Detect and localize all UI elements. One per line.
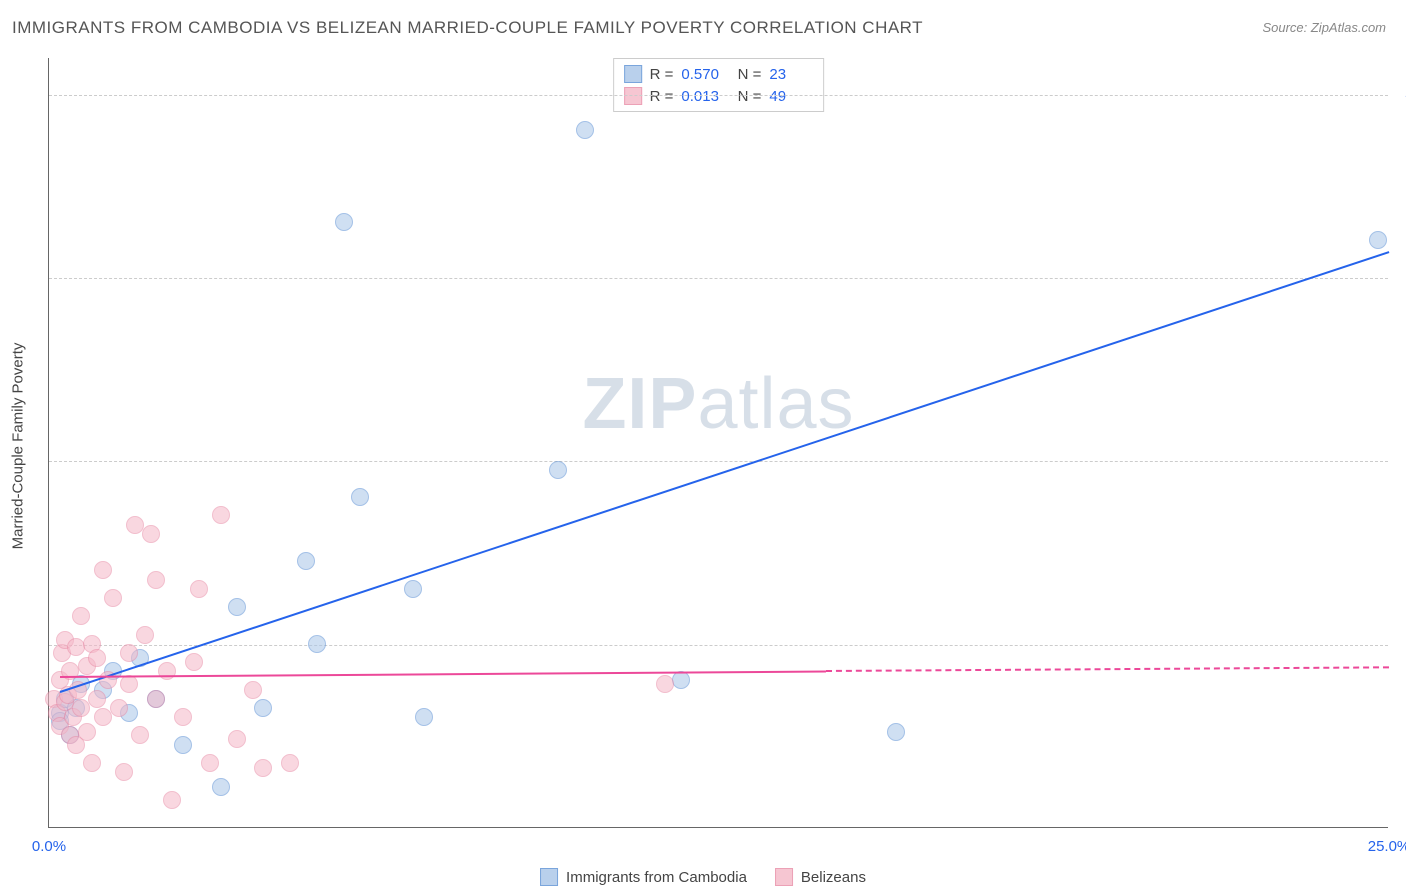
- data-point: [415, 708, 433, 726]
- stats-n-label: N =: [733, 66, 761, 83]
- stats-r-value: 0.570: [681, 66, 725, 83]
- data-point: [88, 649, 106, 667]
- data-point: [147, 571, 165, 589]
- data-point: [110, 699, 128, 717]
- data-point: [201, 754, 219, 772]
- stats-r-label: R =: [650, 88, 674, 105]
- bottom-legend: Immigrants from Cambodia Belizeans: [540, 868, 866, 886]
- y-tick-label: 20.0%: [1393, 453, 1406, 470]
- stats-row: R = 0.570 N = 23: [624, 63, 814, 85]
- data-point: [147, 690, 165, 708]
- legend-swatch: [624, 87, 642, 105]
- stats-n-value: 49: [769, 88, 813, 105]
- grid-line: [49, 278, 1388, 279]
- data-point: [228, 598, 246, 616]
- data-point: [281, 754, 299, 772]
- data-point: [163, 791, 181, 809]
- data-point: [212, 506, 230, 524]
- data-point: [254, 699, 272, 717]
- data-point: [158, 662, 176, 680]
- source-label: Source: ZipAtlas.com: [1262, 20, 1386, 35]
- y-tick-label: 40.0%: [1393, 86, 1406, 103]
- data-point: [244, 681, 262, 699]
- data-point: [94, 708, 112, 726]
- data-point: [190, 580, 208, 598]
- data-point: [185, 653, 203, 671]
- data-point: [656, 675, 674, 693]
- data-point: [72, 699, 90, 717]
- trend-line: [59, 251, 1389, 693]
- data-point: [88, 690, 106, 708]
- legend-swatch: [775, 868, 793, 886]
- y-tick-label: 10.0%: [1393, 636, 1406, 653]
- legend-label: Belizeans: [801, 869, 866, 886]
- data-point: [549, 461, 567, 479]
- data-point: [404, 580, 422, 598]
- data-point: [120, 644, 138, 662]
- data-point: [83, 754, 101, 772]
- data-point: [335, 213, 353, 231]
- data-point: [887, 723, 905, 741]
- data-point: [131, 726, 149, 744]
- data-point: [297, 552, 315, 570]
- y-tick-label: 30.0%: [1393, 270, 1406, 287]
- data-point: [1369, 231, 1387, 249]
- data-point: [174, 708, 192, 726]
- stats-r-label: R =: [650, 66, 674, 83]
- data-point: [120, 675, 138, 693]
- data-point: [142, 525, 160, 543]
- chart-title: IMMIGRANTS FROM CAMBODIA VS BELIZEAN MAR…: [12, 18, 923, 38]
- data-point: [308, 635, 326, 653]
- grid-line: [49, 645, 1388, 646]
- legend-item: Belizeans: [775, 868, 866, 886]
- x-tick-label: 0.0%: [32, 838, 66, 855]
- data-point: [104, 589, 122, 607]
- data-point: [174, 736, 192, 754]
- data-point: [254, 759, 272, 777]
- data-point: [228, 730, 246, 748]
- legend-swatch: [624, 65, 642, 83]
- legend-item: Immigrants from Cambodia: [540, 868, 747, 886]
- data-point: [672, 671, 690, 689]
- x-tick-label: 25.0%: [1368, 838, 1406, 855]
- stats-row: R = 0.013 N = 49: [624, 85, 814, 107]
- y-axis-title: Married-Couple Family Poverty: [10, 343, 27, 550]
- stats-legend: R = 0.570 N = 23 R = 0.013 N = 49: [613, 58, 825, 112]
- stats-n-label: N =: [733, 88, 761, 105]
- data-point: [212, 778, 230, 796]
- data-point: [78, 723, 96, 741]
- stats-r-value: 0.013: [681, 88, 725, 105]
- grid-line: [49, 95, 1388, 96]
- data-point: [136, 626, 154, 644]
- data-point: [94, 561, 112, 579]
- data-point: [72, 607, 90, 625]
- legend-label: Immigrants from Cambodia: [566, 869, 747, 886]
- trend-line: [826, 667, 1389, 673]
- data-point: [576, 121, 594, 139]
- stats-n-value: 23: [769, 66, 813, 83]
- data-point: [351, 488, 369, 506]
- plot-area: ZIPatlas R =0.570 N =23R =0.013 N =49 10…: [48, 58, 1388, 828]
- data-point: [115, 763, 133, 781]
- watermark: ZIPatlas: [582, 363, 854, 445]
- grid-line: [49, 461, 1388, 462]
- legend-swatch: [540, 868, 558, 886]
